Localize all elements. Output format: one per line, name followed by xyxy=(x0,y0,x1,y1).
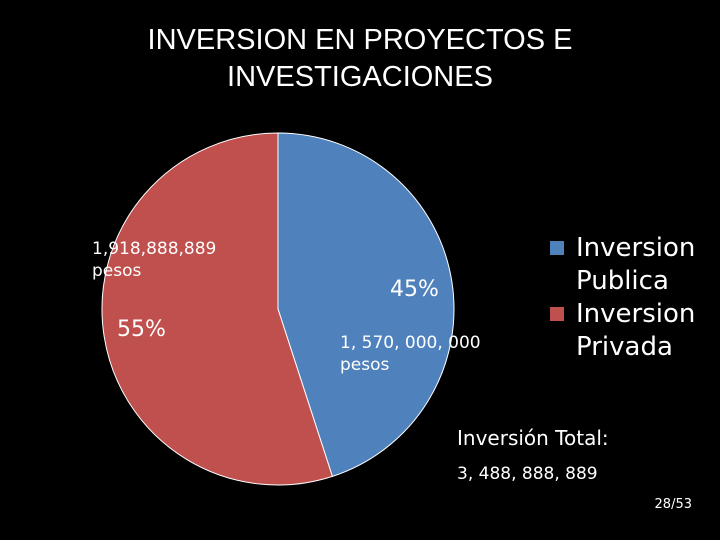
slice-amount-label-publica: 1, 570, 000, 000 pesos xyxy=(340,333,481,375)
chart-legend: Inversion Publica Inversion Privada xyxy=(550,232,716,364)
total-value: 3, 488, 888, 889 xyxy=(457,464,598,484)
slice-percent-label-privada: 55% xyxy=(117,317,166,342)
slice-amount-label-privada: 1,918,888,889 pesos xyxy=(92,239,217,281)
total-label: Inversión Total: xyxy=(457,426,609,450)
slice-percent-label-publica: 45% xyxy=(390,277,439,302)
chart-title: INVERSION EN PROYECTOS E INVESTIGACIONES xyxy=(0,22,720,96)
legend-item-privada: Inversion Privada xyxy=(550,298,716,364)
page-number: 28/53 xyxy=(654,497,692,512)
legend-swatch-publica xyxy=(550,241,564,255)
legend-label-publica: Inversion Publica xyxy=(576,233,696,296)
legend-item-publica: Inversion Publica xyxy=(550,232,716,298)
legend-swatch-privada xyxy=(550,307,564,321)
chart-title-line-2: INVESTIGACIONES xyxy=(227,61,493,93)
pie-slice-inversion-publica xyxy=(277,132,455,478)
pie-slice-inversion-privada xyxy=(101,132,334,486)
chart-title-line-1: INVERSION EN PROYECTOS E xyxy=(147,24,573,56)
legend-label-privada: Inversion Privada xyxy=(576,299,696,362)
